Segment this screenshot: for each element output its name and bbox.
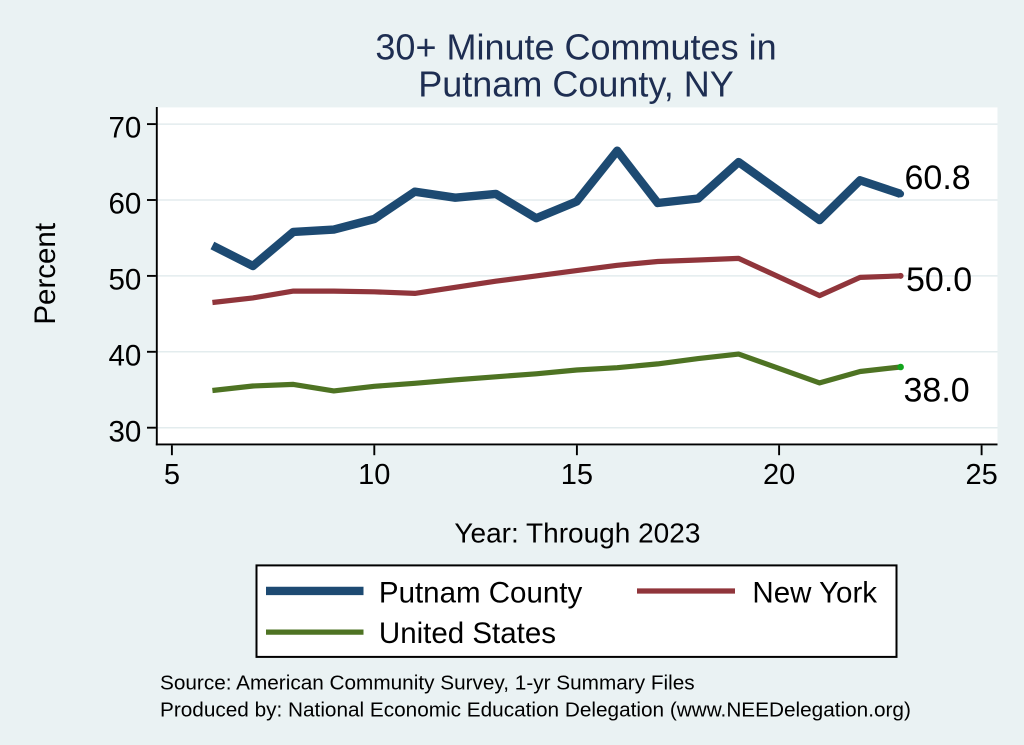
svg-text:50: 50 — [108, 264, 141, 297]
svg-text:50.0: 50.0 — [906, 261, 972, 299]
svg-text:40: 40 — [108, 339, 141, 372]
svg-text:United States: United States — [379, 617, 556, 650]
svg-text:Putnam County, NY: Putnam County, NY — [418, 63, 733, 104]
svg-text:20: 20 — [763, 459, 795, 491]
svg-text:Percent: Percent — [29, 223, 62, 325]
svg-text:Year: Through 2023: Year: Through 2023 — [454, 518, 700, 549]
svg-text:38.0: 38.0 — [904, 372, 970, 410]
svg-text:70: 70 — [108, 112, 141, 145]
svg-text:5: 5 — [164, 459, 180, 491]
svg-text:60.8: 60.8 — [905, 159, 971, 197]
svg-text:10: 10 — [358, 459, 390, 491]
svg-text:30+ Minute Commutes in: 30+ Minute Commutes in — [375, 26, 776, 67]
svg-text:New York: New York — [752, 577, 877, 610]
svg-text:Source: American Community Sur: Source: American Community Survey, 1-yr … — [160, 672, 695, 695]
svg-text:Putnam County: Putnam County — [379, 577, 583, 610]
svg-text:Produced by: National Economic: Produced by: National Economic Education… — [160, 698, 911, 721]
svg-text:60: 60 — [108, 188, 141, 221]
svg-text:25: 25 — [965, 459, 997, 491]
svg-text:15: 15 — [561, 459, 593, 491]
svg-text:30: 30 — [108, 415, 141, 448]
